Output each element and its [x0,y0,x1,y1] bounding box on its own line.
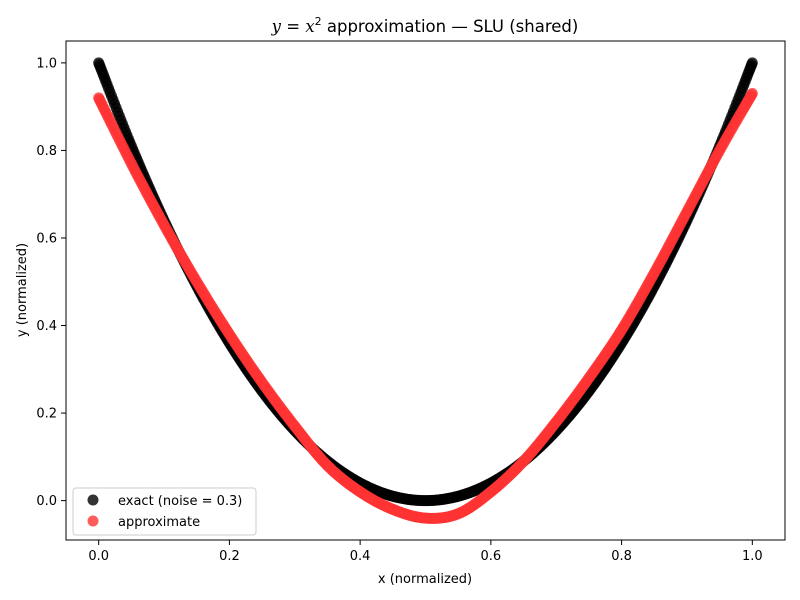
legend-label-exact: exact (noise = 0.3) [118,494,242,509]
y-tick-label: 0.4 [36,319,57,334]
y-tick-label: 1.0 [36,56,57,71]
title-math-y: y [271,17,282,36]
x-tick-label: 0.0 [88,549,109,564]
y-tick-label: 0.6 [36,231,57,246]
y-tick-label: 0.0 [36,494,57,509]
y-axis-label: y (normalized) [15,243,30,337]
plot-frame [65,40,786,541]
legend-label-approximate: approximate [118,515,200,530]
x-tick-label: 0.2 [219,549,240,564]
series-approximate [93,88,758,524]
data-point [746,88,758,100]
legend-marker-exact [87,494,99,506]
x-tick-label: 0.4 [350,549,371,564]
legend-box [72,487,257,536]
legend: exact (noise = 0.3) approximate [72,487,257,536]
data-point [746,57,758,69]
title-math-x: x [305,17,315,36]
plot-content [93,57,758,524]
title-text: approximation — SLU (shared) [322,17,579,36]
x-axis-label: x (normalized) [378,572,472,587]
title-math-eq: = [281,17,305,36]
x-axis: 0.0 0.2 0.4 0.6 0.8 1.0 [88,540,763,564]
y-tick-label: 0.8 [36,144,57,159]
legend-marker-approximate [87,515,99,527]
x-tick-label: 0.6 [481,549,502,564]
y-axis: 0.0 0.2 0.4 0.6 0.8 1.0 [36,56,66,509]
y-tick-label: 0.2 [36,407,57,422]
title-math-exp: 2 [315,15,322,28]
chart-title: y = x2 approximation — SLU (shared) [271,15,579,36]
x-tick-label: 1.0 [742,549,763,564]
x-tick-label: 0.8 [611,549,632,564]
